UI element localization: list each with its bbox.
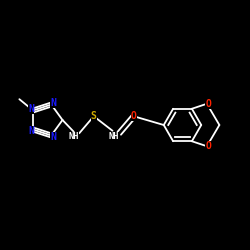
Text: NH: NH <box>108 132 119 141</box>
Text: O: O <box>205 99 211 109</box>
Text: S: S <box>91 111 97 121</box>
Text: O: O <box>131 111 137 121</box>
Text: N: N <box>28 126 34 136</box>
Text: NH: NH <box>68 132 79 141</box>
Text: N: N <box>50 132 56 142</box>
Text: O: O <box>205 141 211 151</box>
Text: N: N <box>50 98 56 108</box>
Text: N: N <box>28 104 34 114</box>
